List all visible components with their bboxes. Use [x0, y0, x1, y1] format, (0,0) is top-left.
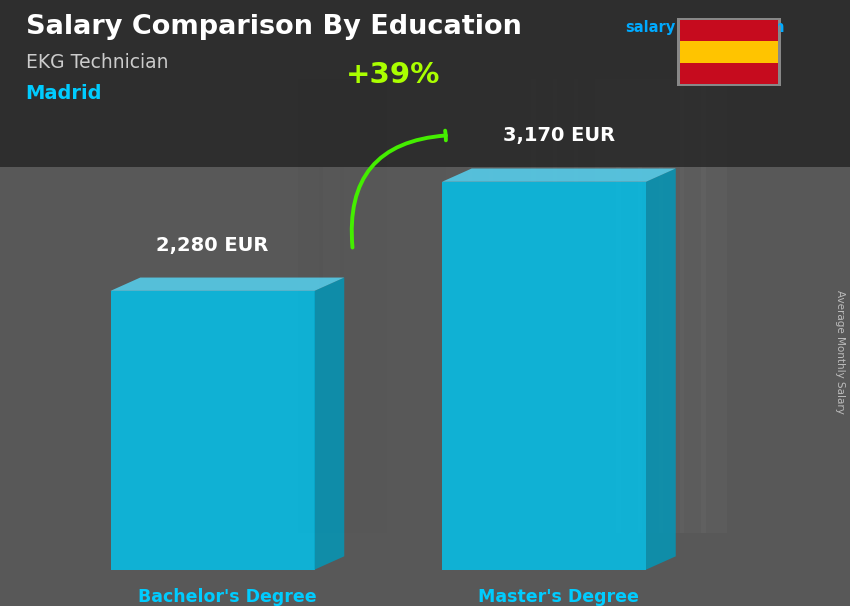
Bar [340, 79, 366, 533]
Bar [489, 79, 514, 533]
Bar [680, 41, 778, 62]
Bar [425, 79, 450, 533]
Bar [404, 79, 429, 533]
Bar [298, 79, 323, 533]
Bar [361, 79, 387, 533]
Bar [677, 18, 781, 86]
Bar [701, 79, 727, 533]
Text: Bachelor's Degree: Bachelor's Degree [138, 588, 317, 606]
Bar [680, 20, 778, 41]
Polygon shape [110, 278, 344, 291]
Text: 3,170 EUR: 3,170 EUR [503, 127, 615, 145]
Text: EKG Technician: EKG Technician [26, 53, 168, 72]
Polygon shape [314, 278, 344, 570]
Text: 2,280 EUR: 2,280 EUR [156, 236, 269, 255]
Polygon shape [442, 168, 676, 182]
Bar [510, 79, 536, 533]
Polygon shape [442, 182, 646, 570]
Bar [0, 0, 850, 167]
Bar [659, 79, 684, 533]
Bar [382, 79, 408, 533]
Text: Madrid: Madrid [26, 84, 102, 104]
Text: salary: salary [625, 20, 675, 35]
Bar [638, 79, 663, 533]
Bar [531, 79, 557, 533]
Text: +39%: +39% [346, 61, 440, 88]
Text: explorer: explorer [680, 20, 750, 35]
Bar [680, 79, 705, 533]
Polygon shape [646, 168, 676, 570]
Text: Master's Degree: Master's Degree [479, 588, 639, 606]
Bar [552, 79, 578, 533]
Bar [319, 79, 344, 533]
Bar [595, 79, 620, 533]
Text: .com: .com [745, 20, 785, 35]
Bar [446, 79, 472, 533]
Bar [574, 79, 599, 533]
Bar [468, 79, 493, 533]
Polygon shape [110, 291, 314, 570]
Bar [680, 62, 778, 84]
Text: Average Monthly Salary: Average Monthly Salary [835, 290, 845, 413]
Text: Salary Comparison By Education: Salary Comparison By Education [26, 15, 521, 40]
Bar [616, 79, 642, 533]
